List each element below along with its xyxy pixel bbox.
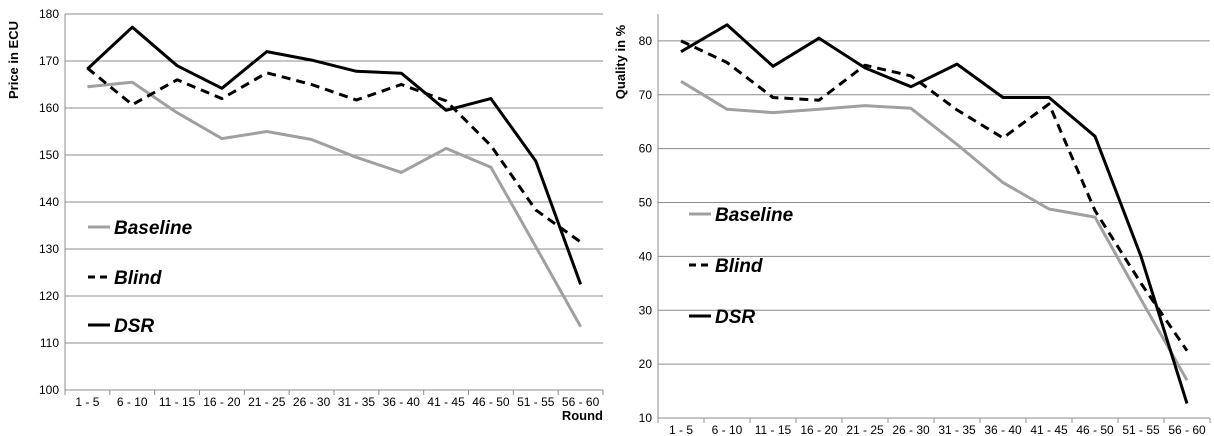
price-y-tick-label: 160 <box>39 101 59 115</box>
quality-series-blind <box>680 39 1189 352</box>
quality-y-axis-title: Quality in % <box>613 24 628 99</box>
quality-series-baseline <box>680 80 1189 382</box>
quality-x-tick-label: 16 - 20 <box>800 423 838 436</box>
quality-legend-label-blind: Blind <box>715 256 763 277</box>
price-y-tick-label: 120 <box>39 289 59 303</box>
quality-x-tick-label: 51 - 55 <box>1122 423 1160 436</box>
quality-legend-label-dsr: DSR <box>715 307 755 328</box>
price-x-tick-label: 56 - 60 <box>562 395 600 409</box>
price-y-tick-label: 130 <box>39 242 59 256</box>
price-legend-label-dsr: DSR <box>114 316 154 337</box>
price-x-axis-title: Round <box>562 408 603 423</box>
quality-y-tick-label: 80 <box>639 34 653 48</box>
price-series-baseline <box>87 80 582 328</box>
quality-chart: 10 20 30 40 50 60 70 80 1 - 5 6 - 10 11 - 15 16 - 2… <box>613 14 1211 436</box>
price-x-tick-label: 46 - 50 <box>472 395 510 409</box>
price-y-tick-label: 180 <box>39 7 59 21</box>
price-x-tick-label: 11 - 15 <box>159 395 196 409</box>
price-x-tick-label: 1 - 5 <box>75 395 99 409</box>
price-legend-label-baseline: Baseline <box>114 218 193 239</box>
price-x-tick-label: 36 - 40 <box>383 395 421 409</box>
price-legend-label-blind: Blind <box>114 268 162 289</box>
quality-legend-label-baseline: Baseline <box>715 205 794 226</box>
quality-x-tick-label: 46 - 50 <box>1076 423 1114 436</box>
price-series-dsr <box>86 25 583 285</box>
quality-y-tick-label: 50 <box>639 196 653 210</box>
quality-x-tick-label: 1 - 5 <box>669 423 693 436</box>
price-x-tick-label: 31 - 35 <box>338 395 376 409</box>
quality-x-tick-label: 36 - 40 <box>984 423 1022 436</box>
price-chart: 100 110 120 130 140 150 160 170 180 1 - 5 6 - 10 11… <box>6 7 604 423</box>
quality-y-tick-label: 70 <box>639 88 653 102</box>
quality-y-tick-label: 40 <box>639 249 653 263</box>
quality-y-tick-label: 10 <box>639 411 653 425</box>
price-x-tick-label: 51 - 55 <box>517 395 555 409</box>
quality-x-tick-label: 56 - 60 <box>1168 423 1206 436</box>
price-x-tick-label: 16 - 20 <box>203 395 241 409</box>
price-x-tick-label: 6 - 10 <box>117 395 148 409</box>
price-x-tick-label: 41 - 45 <box>427 395 465 409</box>
quality-y-tick-label: 60 <box>639 142 653 156</box>
price-y-tick-label: 110 <box>40 336 59 350</box>
price-x-tick-label: 26 - 30 <box>293 395 331 409</box>
quality-x-tick-label: 6 - 10 <box>712 423 743 436</box>
quality-y-tick-label: 30 <box>639 303 653 317</box>
quality-x-tick-label: 26 - 30 <box>892 423 930 436</box>
quality-y-tick-label: 20 <box>639 357 653 371</box>
quality-x-tick-label: 11 - 15 <box>755 423 792 436</box>
price-x-tick-label: 21 - 25 <box>248 395 286 409</box>
price-y-axis-title: Price in ECU <box>6 21 21 99</box>
price-y-tick-label: 150 <box>39 148 59 162</box>
quality-x-tick-label: 31 - 35 <box>938 423 976 436</box>
quality-series-dsr <box>680 23 1189 404</box>
price-y-tick-label: 140 <box>39 195 59 209</box>
price-y-tick-label: 170 <box>39 54 59 68</box>
price-y-tick-label: 100 <box>39 383 59 397</box>
quality-x-tick-label: 21 - 25 <box>846 423 884 436</box>
quality-x-tick-label: 41 - 45 <box>1030 423 1068 436</box>
